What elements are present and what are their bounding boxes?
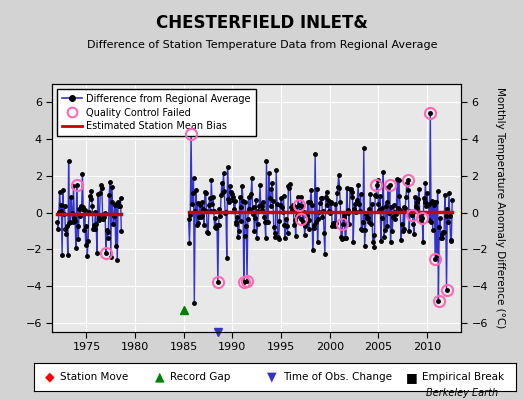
Text: Record Gap: Record Gap	[170, 372, 231, 382]
Text: ▲: ▲	[155, 371, 164, 384]
Y-axis label: Monthly Temperature Anomaly Difference (°C): Monthly Temperature Anomaly Difference (…	[495, 87, 505, 329]
Text: Time of Obs. Change: Time of Obs. Change	[283, 372, 392, 382]
Text: ▼: ▼	[267, 371, 277, 384]
Text: Station Move: Station Move	[60, 372, 128, 382]
Text: CHESTERFIELD INLET&: CHESTERFIELD INLET&	[156, 14, 368, 32]
Text: Berkeley Earth: Berkeley Earth	[425, 388, 498, 398]
Text: ◆: ◆	[45, 371, 54, 384]
Text: ■: ■	[406, 371, 418, 384]
Text: Empirical Break: Empirical Break	[422, 372, 504, 382]
Text: Difference of Station Temperature Data from Regional Average: Difference of Station Temperature Data f…	[87, 40, 437, 50]
Legend: Difference from Regional Average, Quality Control Failed, Estimated Station Mean: Difference from Regional Average, Qualit…	[57, 89, 256, 136]
